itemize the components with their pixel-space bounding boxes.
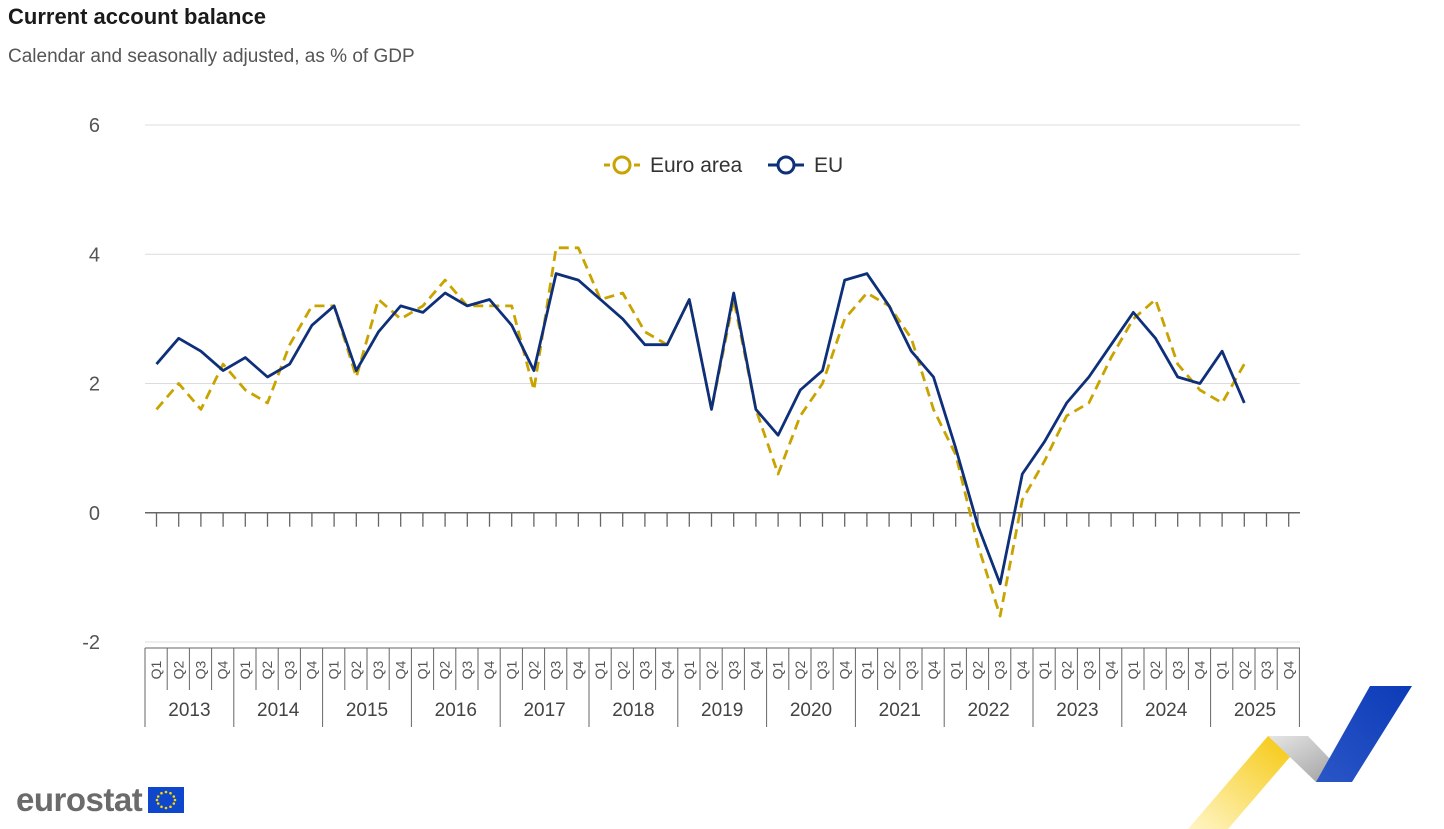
year-label: 2014 xyxy=(257,700,300,721)
quarter-label: Q2 xyxy=(703,660,719,679)
quarter-label: Q1 xyxy=(415,660,431,679)
quarter-label: Q3 xyxy=(992,660,1008,679)
quarter-label: Q1 xyxy=(148,660,164,679)
legend-label-eu: EU xyxy=(814,154,843,177)
quarter-label: Q3 xyxy=(370,660,386,679)
quarter-label: Q1 xyxy=(1036,660,1052,679)
quarter-label: Q1 xyxy=(947,660,963,679)
quarter-label: Q2 xyxy=(792,660,808,679)
legend[interactable]: Euro area EU xyxy=(604,154,843,177)
quarter-label: Q2 xyxy=(881,660,897,679)
y-tick-label: 4 xyxy=(89,244,100,266)
quarter-label: Q1 xyxy=(503,660,519,679)
logo-text: eurostat xyxy=(16,781,143,818)
y-tick-label: 0 xyxy=(89,503,100,525)
quarter-label: Q1 xyxy=(237,660,253,679)
quarter-label: Q4 xyxy=(1280,660,1296,679)
quarter-label: Q1 xyxy=(681,660,697,679)
quarter-label: Q4 xyxy=(1192,660,1208,679)
year-label: 2016 xyxy=(435,700,477,721)
quarter-label: Q3 xyxy=(1081,660,1097,679)
eurostat-logo: eurostat xyxy=(16,780,185,820)
quarter-label: Q2 xyxy=(526,660,542,679)
quarter-label: Q4 xyxy=(925,660,941,679)
quarter-label: Q3 xyxy=(193,660,209,679)
quarter-label: Q4 xyxy=(570,660,586,679)
quarter-label: Q3 xyxy=(1169,660,1185,679)
quarter-label: Q4 xyxy=(1014,660,1030,679)
quarter-label: Q3 xyxy=(903,660,919,679)
year-label: 2017 xyxy=(523,700,565,721)
quarter-label: Q3 xyxy=(281,660,297,679)
quarter-label: Q2 xyxy=(348,660,364,679)
quarter-label: Q2 xyxy=(437,660,453,679)
quarter-label: Q3 xyxy=(637,660,653,679)
x-axis: Q1 Q2 Q3 Q4 Q1 Q2 Q3 Q4 Q1 Q2 Q3 Q4 Q1 Q2 Q3 Q4 Q1 Q2 Q3 Q4… xyxy=(144,512,1300,727)
y-axis-ticks: -2 0 2 4 6 xyxy=(82,115,100,654)
chart-title: Current account balance xyxy=(8,4,266,29)
year-label: 2024 xyxy=(1145,700,1188,721)
legend-label-euro-area: Euro area xyxy=(650,154,743,177)
quarter-label: Q3 xyxy=(1258,660,1274,679)
quarter-label: Q1 xyxy=(770,660,786,679)
year-label: 2015 xyxy=(346,700,388,721)
quarter-label: Q2 xyxy=(1236,660,1252,679)
year-label: 2013 xyxy=(168,700,210,721)
quarter-label: Q3 xyxy=(548,660,564,679)
quarter-label: Q2 xyxy=(259,660,275,679)
year-label: 2018 xyxy=(612,700,654,721)
quarter-label: Q1 xyxy=(859,660,875,679)
legend-item-euro-area[interactable]: Euro area xyxy=(604,154,743,177)
y-tick-label: -2 xyxy=(82,632,100,654)
quarter-label: Q4 xyxy=(659,660,675,679)
quarter-label: Q3 xyxy=(459,660,475,679)
quarter-label: Q1 xyxy=(592,660,608,679)
y-tick-label: 6 xyxy=(89,115,100,137)
quarter-label: Q2 xyxy=(1147,660,1163,679)
quarter-label: Q3 xyxy=(725,660,741,679)
quarter-label: Q4 xyxy=(1103,660,1119,679)
year-label: 2025 xyxy=(1234,700,1276,721)
corner-decoration xyxy=(1188,686,1412,829)
year-label: 2021 xyxy=(879,700,921,721)
quarter-label: Q1 xyxy=(1214,660,1230,679)
quarter-label: Q2 xyxy=(614,660,630,679)
chart-subtitle: Calendar and seasonally adjusted, as % o… xyxy=(8,46,415,67)
year-label: 2023 xyxy=(1056,700,1098,721)
quarter-label: Q4 xyxy=(304,660,320,679)
series-lines xyxy=(155,246,1246,618)
series-line-eu xyxy=(155,272,1246,586)
series-line-euro-area xyxy=(155,246,1246,618)
quarter-label: Q3 xyxy=(814,660,830,679)
year-label: 2022 xyxy=(967,700,1009,721)
quarter-label: Q4 xyxy=(748,660,764,679)
quarter-label: Q4 xyxy=(836,660,852,679)
eu-flag-icon xyxy=(148,787,185,813)
grid-lines xyxy=(145,124,1300,643)
quarter-label: Q2 xyxy=(1058,660,1074,679)
y-tick-label: 2 xyxy=(89,374,100,396)
year-label: 2019 xyxy=(701,700,743,721)
quarter-label: Q4 xyxy=(392,660,408,679)
quarter-label: Q4 xyxy=(215,660,231,679)
quarter-label: Q2 xyxy=(170,660,186,679)
legend-item-eu[interactable]: EU xyxy=(768,154,843,177)
quarter-label: Q2 xyxy=(970,660,986,679)
year-label: 2020 xyxy=(790,700,832,721)
quarter-label: Q1 xyxy=(326,660,342,679)
quarter-label: Q4 xyxy=(481,660,497,679)
quarter-label: Q1 xyxy=(1125,660,1141,679)
